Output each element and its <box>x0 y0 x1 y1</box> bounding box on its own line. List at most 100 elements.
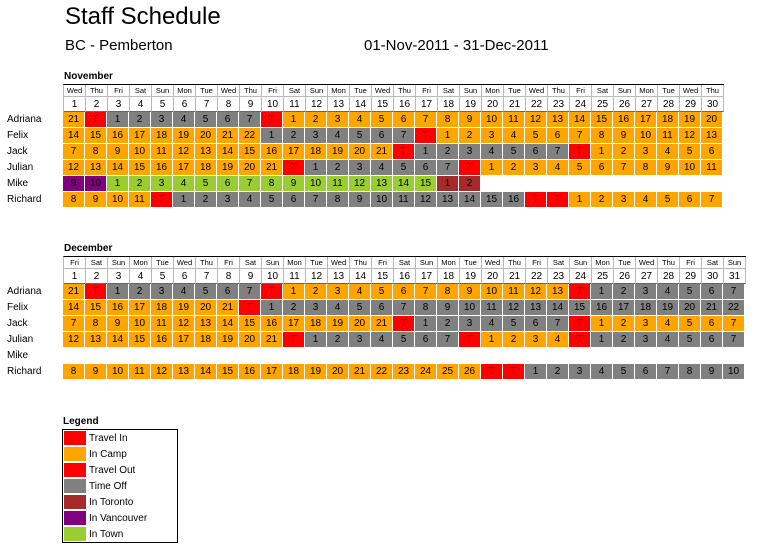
schedule-cell[interactable] <box>591 348 613 364</box>
schedule-cell[interactable]: 5 <box>657 192 679 208</box>
schedule-cell[interactable]: 11 <box>129 364 151 380</box>
schedule-cell[interactable]: 19 <box>327 316 349 332</box>
schedule-cell[interactable]: 17 <box>635 112 657 128</box>
schedule-cell[interactable]: 13 <box>195 144 217 160</box>
schedule-cell[interactable]: 11 <box>657 128 679 144</box>
schedule-cell[interactable] <box>635 348 657 364</box>
schedule-cell[interactable]: 2 <box>327 160 349 176</box>
schedule-cell[interactable]: 2 <box>613 332 635 348</box>
schedule-cell[interactable]: T <box>239 300 261 316</box>
schedule-cell[interactable]: 8 <box>63 192 85 208</box>
schedule-cell[interactable]: 4 <box>371 160 393 176</box>
schedule-cell[interactable]: 7 <box>63 316 85 332</box>
schedule-cell[interactable]: 15 <box>85 300 107 316</box>
schedule-cell[interactable]: 13 <box>437 192 459 208</box>
schedule-cell[interactable]: 15 <box>591 112 613 128</box>
schedule-cell[interactable]: 16 <box>591 300 613 316</box>
schedule-cell[interactable]: 12 <box>525 284 547 300</box>
schedule-cell[interactable] <box>195 348 217 364</box>
schedule-cell[interactable]: T <box>151 192 173 208</box>
schedule-cell[interactable]: T <box>283 332 305 348</box>
schedule-cell[interactable]: 8 <box>679 364 701 380</box>
schedule-cell[interactable]: 12 <box>173 144 195 160</box>
schedule-cell[interactable]: 12 <box>63 160 85 176</box>
schedule-cell[interactable]: 3 <box>349 160 371 176</box>
schedule-cell[interactable]: 5 <box>679 332 701 348</box>
schedule-cell[interactable]: 12 <box>415 192 437 208</box>
schedule-cell[interactable]: 3 <box>305 128 327 144</box>
schedule-cell[interactable]: 4 <box>327 128 349 144</box>
schedule-cell[interactable]: 6 <box>635 364 657 380</box>
schedule-cell[interactable]: 19 <box>217 160 239 176</box>
schedule-cell[interactable]: 25 <box>437 364 459 380</box>
schedule-cell[interactable]: 8 <box>85 316 107 332</box>
schedule-cell[interactable]: 19 <box>657 300 679 316</box>
schedule-cell[interactable]: 7 <box>657 364 679 380</box>
schedule-cell[interactable] <box>657 348 679 364</box>
schedule-cell[interactable] <box>679 348 701 364</box>
schedule-cell[interactable]: 4 <box>349 284 371 300</box>
schedule-cell[interactable] <box>85 348 107 364</box>
schedule-cell[interactable]: 7 <box>613 160 635 176</box>
schedule-cell[interactable]: 10 <box>635 128 657 144</box>
schedule-cell[interactable]: T <box>261 112 283 128</box>
schedule-cell[interactable]: 7 <box>239 284 261 300</box>
schedule-cell[interactable]: 5 <box>393 160 415 176</box>
schedule-cell[interactable]: 14 <box>63 128 85 144</box>
schedule-cell[interactable]: 1 <box>591 144 613 160</box>
schedule-cell[interactable] <box>107 348 129 364</box>
schedule-cell[interactable]: 8 <box>437 112 459 128</box>
schedule-cell[interactable]: 20 <box>327 364 349 380</box>
schedule-cell[interactable]: 12 <box>63 332 85 348</box>
schedule-cell[interactable]: 4 <box>349 112 371 128</box>
schedule-cell[interactable]: 13 <box>85 160 107 176</box>
schedule-cell[interactable]: 1 <box>283 112 305 128</box>
schedule-cell[interactable]: 18 <box>283 364 305 380</box>
schedule-cell[interactable]: 6 <box>217 284 239 300</box>
schedule-cell[interactable]: 6 <box>217 112 239 128</box>
schedule-cell[interactable] <box>547 348 569 364</box>
schedule-cell[interactable]: 4 <box>173 284 195 300</box>
schedule-cell[interactable]: 8 <box>415 300 437 316</box>
schedule-cell[interactable]: 18 <box>195 160 217 176</box>
schedule-cell[interactable] <box>305 348 327 364</box>
schedule-cell[interactable]: 8 <box>63 364 85 380</box>
schedule-cell[interactable]: 15 <box>217 364 239 380</box>
schedule-cell[interactable]: 8 <box>591 128 613 144</box>
schedule-cell[interactable]: 10 <box>85 176 107 192</box>
schedule-cell[interactable] <box>723 348 745 364</box>
schedule-cell[interactable]: 4 <box>481 144 503 160</box>
schedule-cell[interactable]: T <box>547 192 569 208</box>
schedule-cell[interactable]: 18 <box>305 144 327 160</box>
schedule-cell[interactable]: 1 <box>305 160 327 176</box>
schedule-cell[interactable]: 19 <box>173 300 195 316</box>
schedule-cell[interactable]: 14 <box>569 112 591 128</box>
schedule-cell[interactable]: 1 <box>415 144 437 160</box>
schedule-cell[interactable]: 15 <box>239 144 261 160</box>
schedule-cell[interactable]: 6 <box>415 332 437 348</box>
schedule-cell[interactable]: 1 <box>283 284 305 300</box>
schedule-cell[interactable]: 20 <box>239 332 261 348</box>
schedule-cell[interactable]: 21 <box>217 300 239 316</box>
schedule-cell[interactable]: 11 <box>481 300 503 316</box>
schedule-cell[interactable]: 22 <box>723 300 745 316</box>
schedule-cell[interactable]: 6 <box>525 316 547 332</box>
schedule-cell[interactable]: 5 <box>261 192 283 208</box>
schedule-cell[interactable]: T <box>525 192 547 208</box>
schedule-cell[interactable] <box>701 348 723 364</box>
schedule-cell[interactable]: 8 <box>437 284 459 300</box>
schedule-cell[interactable]: 2 <box>613 144 635 160</box>
schedule-cell[interactable]: 7 <box>239 176 261 192</box>
schedule-cell[interactable]: 11 <box>129 192 151 208</box>
schedule-cell[interactable]: 2 <box>129 284 151 300</box>
schedule-cell[interactable]: 9 <box>459 284 481 300</box>
schedule-cell[interactable]: 3 <box>327 112 349 128</box>
schedule-cell[interactable]: 6 <box>393 112 415 128</box>
schedule-cell[interactable]: 20 <box>349 316 371 332</box>
schedule-cell[interactable]: 11 <box>503 284 525 300</box>
schedule-cell[interactable]: 16 <box>239 364 261 380</box>
schedule-cell[interactable] <box>503 176 525 192</box>
schedule-cell[interactable]: 7 <box>415 112 437 128</box>
schedule-cell[interactable]: 16 <box>261 144 283 160</box>
schedule-cell[interactable]: 5 <box>349 128 371 144</box>
